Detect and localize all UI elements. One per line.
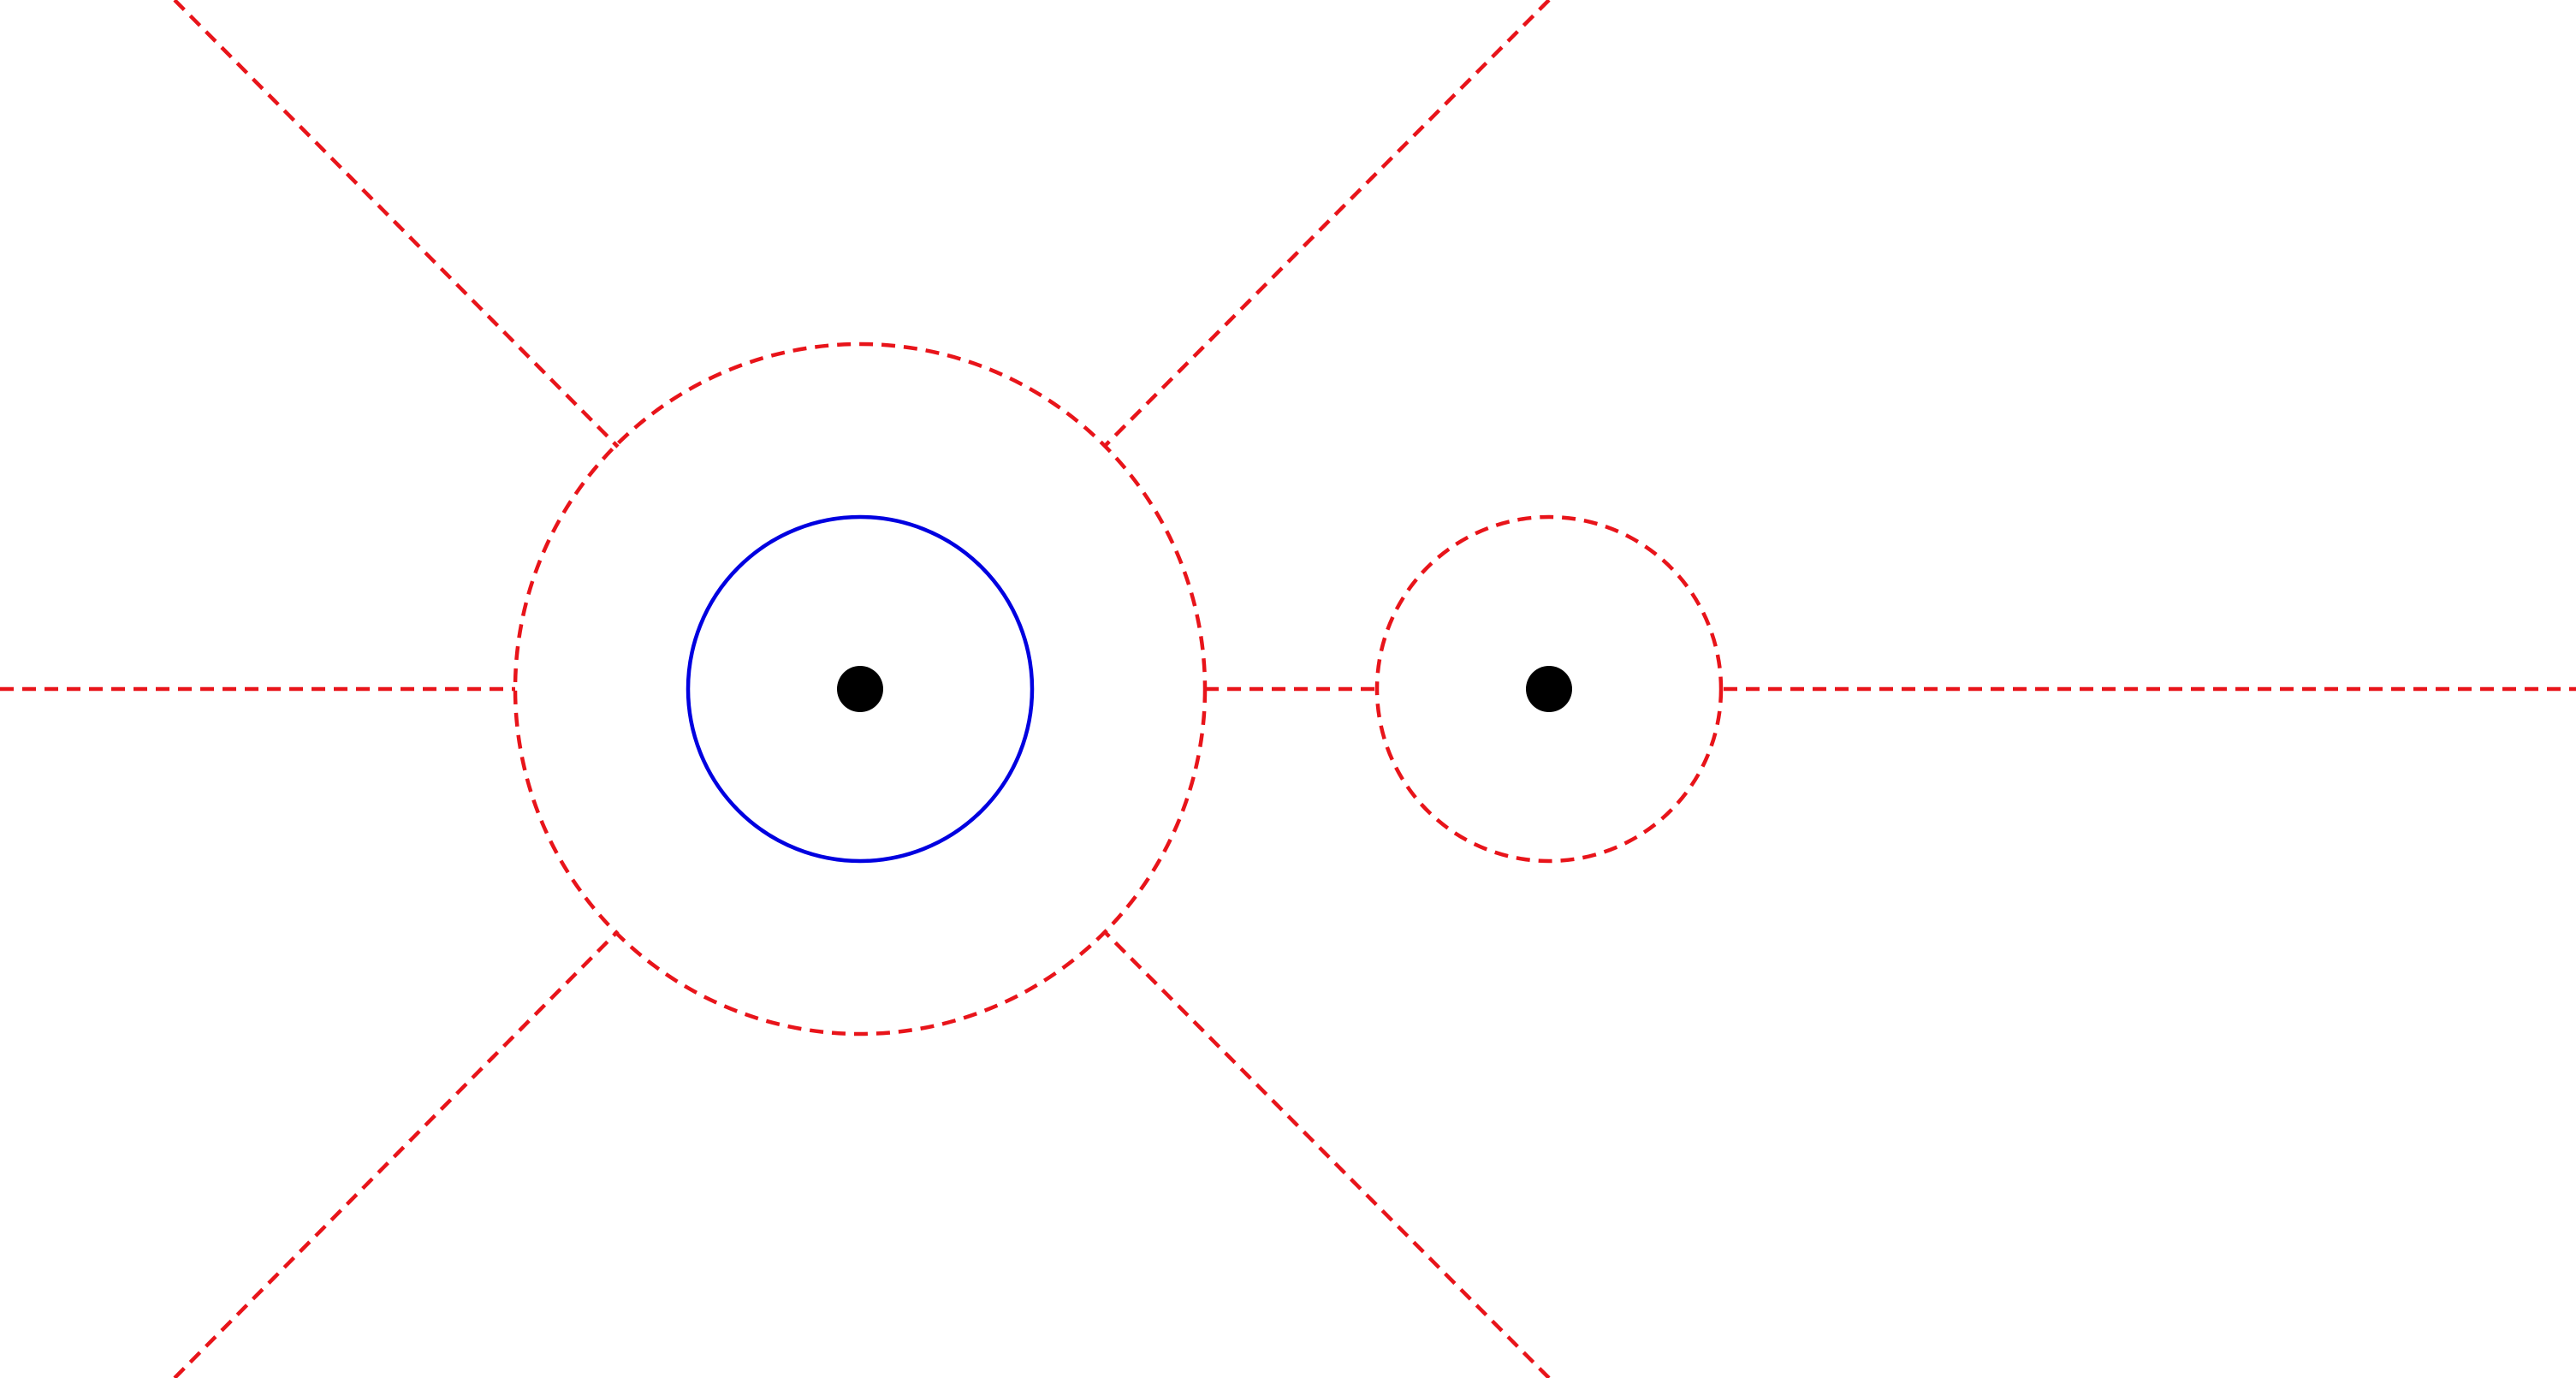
ray-lower-right [1102,930,1551,1378]
point-right [1526,666,1572,712]
ray-upper-right [1102,0,1551,448]
dashed-circle-right [1374,514,1724,864]
inner-solid-circle-left [686,514,1035,864]
ray-upper-left [173,0,620,448]
point-left [837,666,883,712]
ray-lower-left [173,930,620,1378]
outer-dashed-circle-left [513,342,1208,1036]
